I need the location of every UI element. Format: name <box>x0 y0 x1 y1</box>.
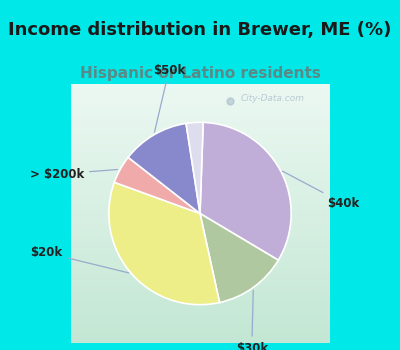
Wedge shape <box>186 122 203 214</box>
Wedge shape <box>200 214 278 302</box>
Text: $40k: $40k <box>282 171 359 210</box>
Wedge shape <box>128 124 200 214</box>
Text: > $200k: > $200k <box>30 168 118 181</box>
Wedge shape <box>200 122 291 260</box>
Text: City-Data.com: City-Data.com <box>240 94 304 103</box>
Wedge shape <box>114 158 200 214</box>
Text: Income distribution in Brewer, ME (%): Income distribution in Brewer, ME (%) <box>8 21 392 39</box>
Text: $20k: $20k <box>31 246 129 273</box>
Text: $50k: $50k <box>153 64 185 132</box>
Wedge shape <box>109 182 220 304</box>
Text: $30k: $30k <box>236 290 268 350</box>
Text: Hispanic or Latino residents: Hispanic or Latino residents <box>80 65 320 80</box>
